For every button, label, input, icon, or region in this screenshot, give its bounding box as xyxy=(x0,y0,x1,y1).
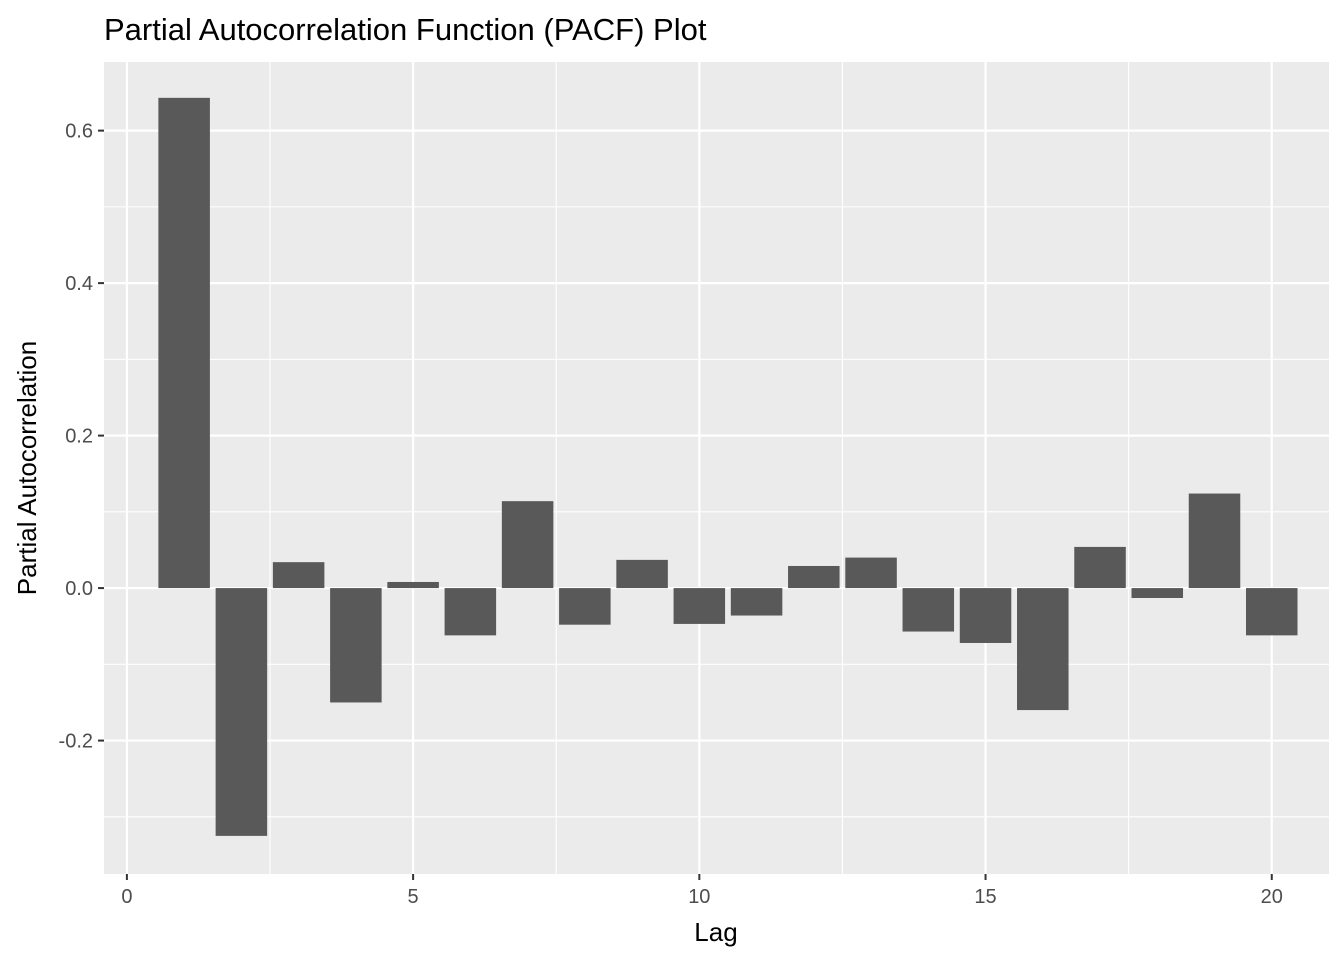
y-axis: -0.2 0.0 0.2 0.4 0.6 xyxy=(59,121,104,753)
y-tick-label: -0.2 xyxy=(59,731,93,753)
major-gridlines xyxy=(104,62,1329,874)
bars xyxy=(158,97,1298,836)
x-axis: 0 5 10 15 20 xyxy=(121,874,1283,908)
chart-title: Partial Autocorrelation Function (PACF) … xyxy=(104,12,707,47)
bar-lag-18 xyxy=(1131,588,1184,598)
bar-lag-19 xyxy=(1188,493,1241,589)
y-tick-label: 0.6 xyxy=(65,121,93,143)
bar-lag-20 xyxy=(1245,588,1298,636)
bar-lag-10 xyxy=(673,588,726,624)
bar-lag-4 xyxy=(330,588,382,703)
bar-lag-3 xyxy=(272,562,325,589)
y-tick-label: 0.4 xyxy=(65,273,93,295)
bar-lag-2 xyxy=(215,588,268,836)
y-axis-title: Partial Autocorrelation xyxy=(12,341,42,595)
x-tick-label: 10 xyxy=(688,886,710,908)
bar-lag-9 xyxy=(616,559,668,589)
x-axis-title: Lag xyxy=(694,917,737,947)
bar-lag-11 xyxy=(730,588,783,616)
bar-lag-13 xyxy=(845,557,897,589)
bar-lag-6 xyxy=(444,588,497,636)
bar-lag-1 xyxy=(158,97,210,589)
x-tick-label: 20 xyxy=(1261,886,1283,908)
x-tick-label: 5 xyxy=(408,886,419,908)
y-tick-label: 0.2 xyxy=(65,426,93,448)
x-tick-label: 0 xyxy=(121,886,132,908)
bar-lag-14 xyxy=(902,588,955,632)
bar-lag-15 xyxy=(959,588,1012,643)
minor-gridlines xyxy=(104,62,1329,874)
bar-lag-16 xyxy=(1017,588,1069,711)
y-tick-label: 0.0 xyxy=(65,578,93,600)
plot-panel xyxy=(104,62,1329,874)
bar-lag-8 xyxy=(559,588,611,625)
x-tick-label: 15 xyxy=(974,886,996,908)
bar-lag-7 xyxy=(501,501,554,589)
bar-lag-5 xyxy=(387,581,439,589)
bar-lag-17 xyxy=(1074,546,1126,589)
bar-lag-12 xyxy=(788,565,840,589)
